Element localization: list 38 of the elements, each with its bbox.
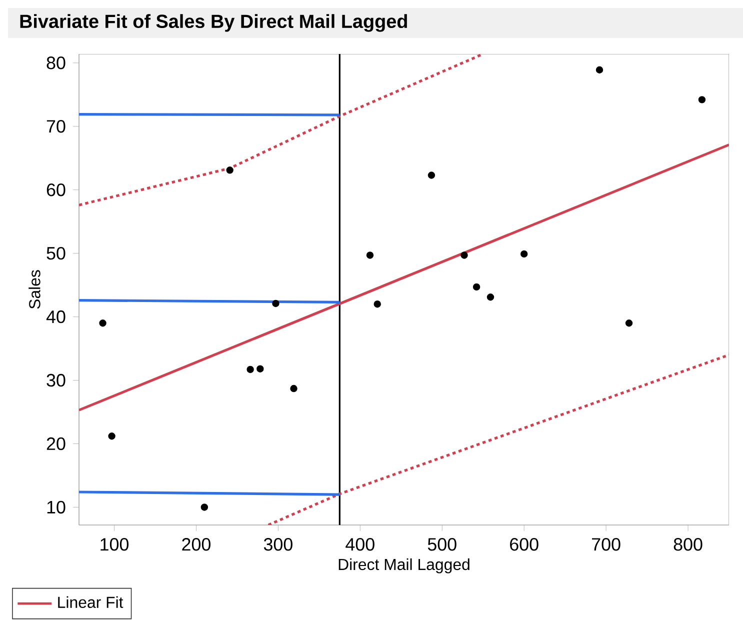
- y-tick-label: 50: [46, 246, 66, 260]
- point: [625, 320, 633, 327]
- x-tick-label: 800: [674, 538, 702, 551]
- point: [520, 250, 528, 258]
- point: [272, 300, 280, 308]
- x-axis-title: Direct Mail Lagged: [338, 558, 470, 574]
- point: [108, 432, 116, 440]
- point: [366, 252, 374, 259]
- point: [246, 366, 254, 374]
- x-tick-label: 300: [264, 538, 292, 551]
- y-axis-title: Sales: [28, 270, 40, 309]
- point: [226, 166, 234, 174]
- chart-title: Bivariate Fit of Sales By Direct Mail Lagged: [20, 14, 407, 32]
- point: [472, 283, 480, 291]
- y-tick-label: 40: [46, 310, 66, 324]
- point: [698, 96, 706, 104]
- point: [99, 320, 106, 327]
- y-tick-label: 20: [46, 437, 66, 450]
- point: [460, 252, 468, 259]
- y-tick-label: 30: [46, 374, 66, 387]
- x-tick-label: 500: [428, 538, 456, 551]
- y-tick-label: 80: [46, 56, 66, 70]
- x-tick-label: 600: [510, 538, 538, 551]
- x-tick-label: 400: [346, 538, 374, 551]
- point: [256, 365, 264, 372]
- point: [290, 384, 298, 392]
- point: [486, 294, 494, 301]
- legend-label: Linear Fit: [58, 596, 124, 608]
- point: [428, 172, 436, 179]
- point: [374, 300, 381, 308]
- x-tick-label: 200: [182, 538, 210, 551]
- y-tick-label: 10: [47, 500, 66, 514]
- x-tick-label: 100: [100, 538, 129, 551]
- y-tick-label: 70: [46, 120, 66, 133]
- x-tick-label: 700: [592, 538, 620, 551]
- y-tick-label: 60: [46, 183, 66, 196]
- point: [596, 66, 604, 74]
- point: [200, 504, 208, 511]
